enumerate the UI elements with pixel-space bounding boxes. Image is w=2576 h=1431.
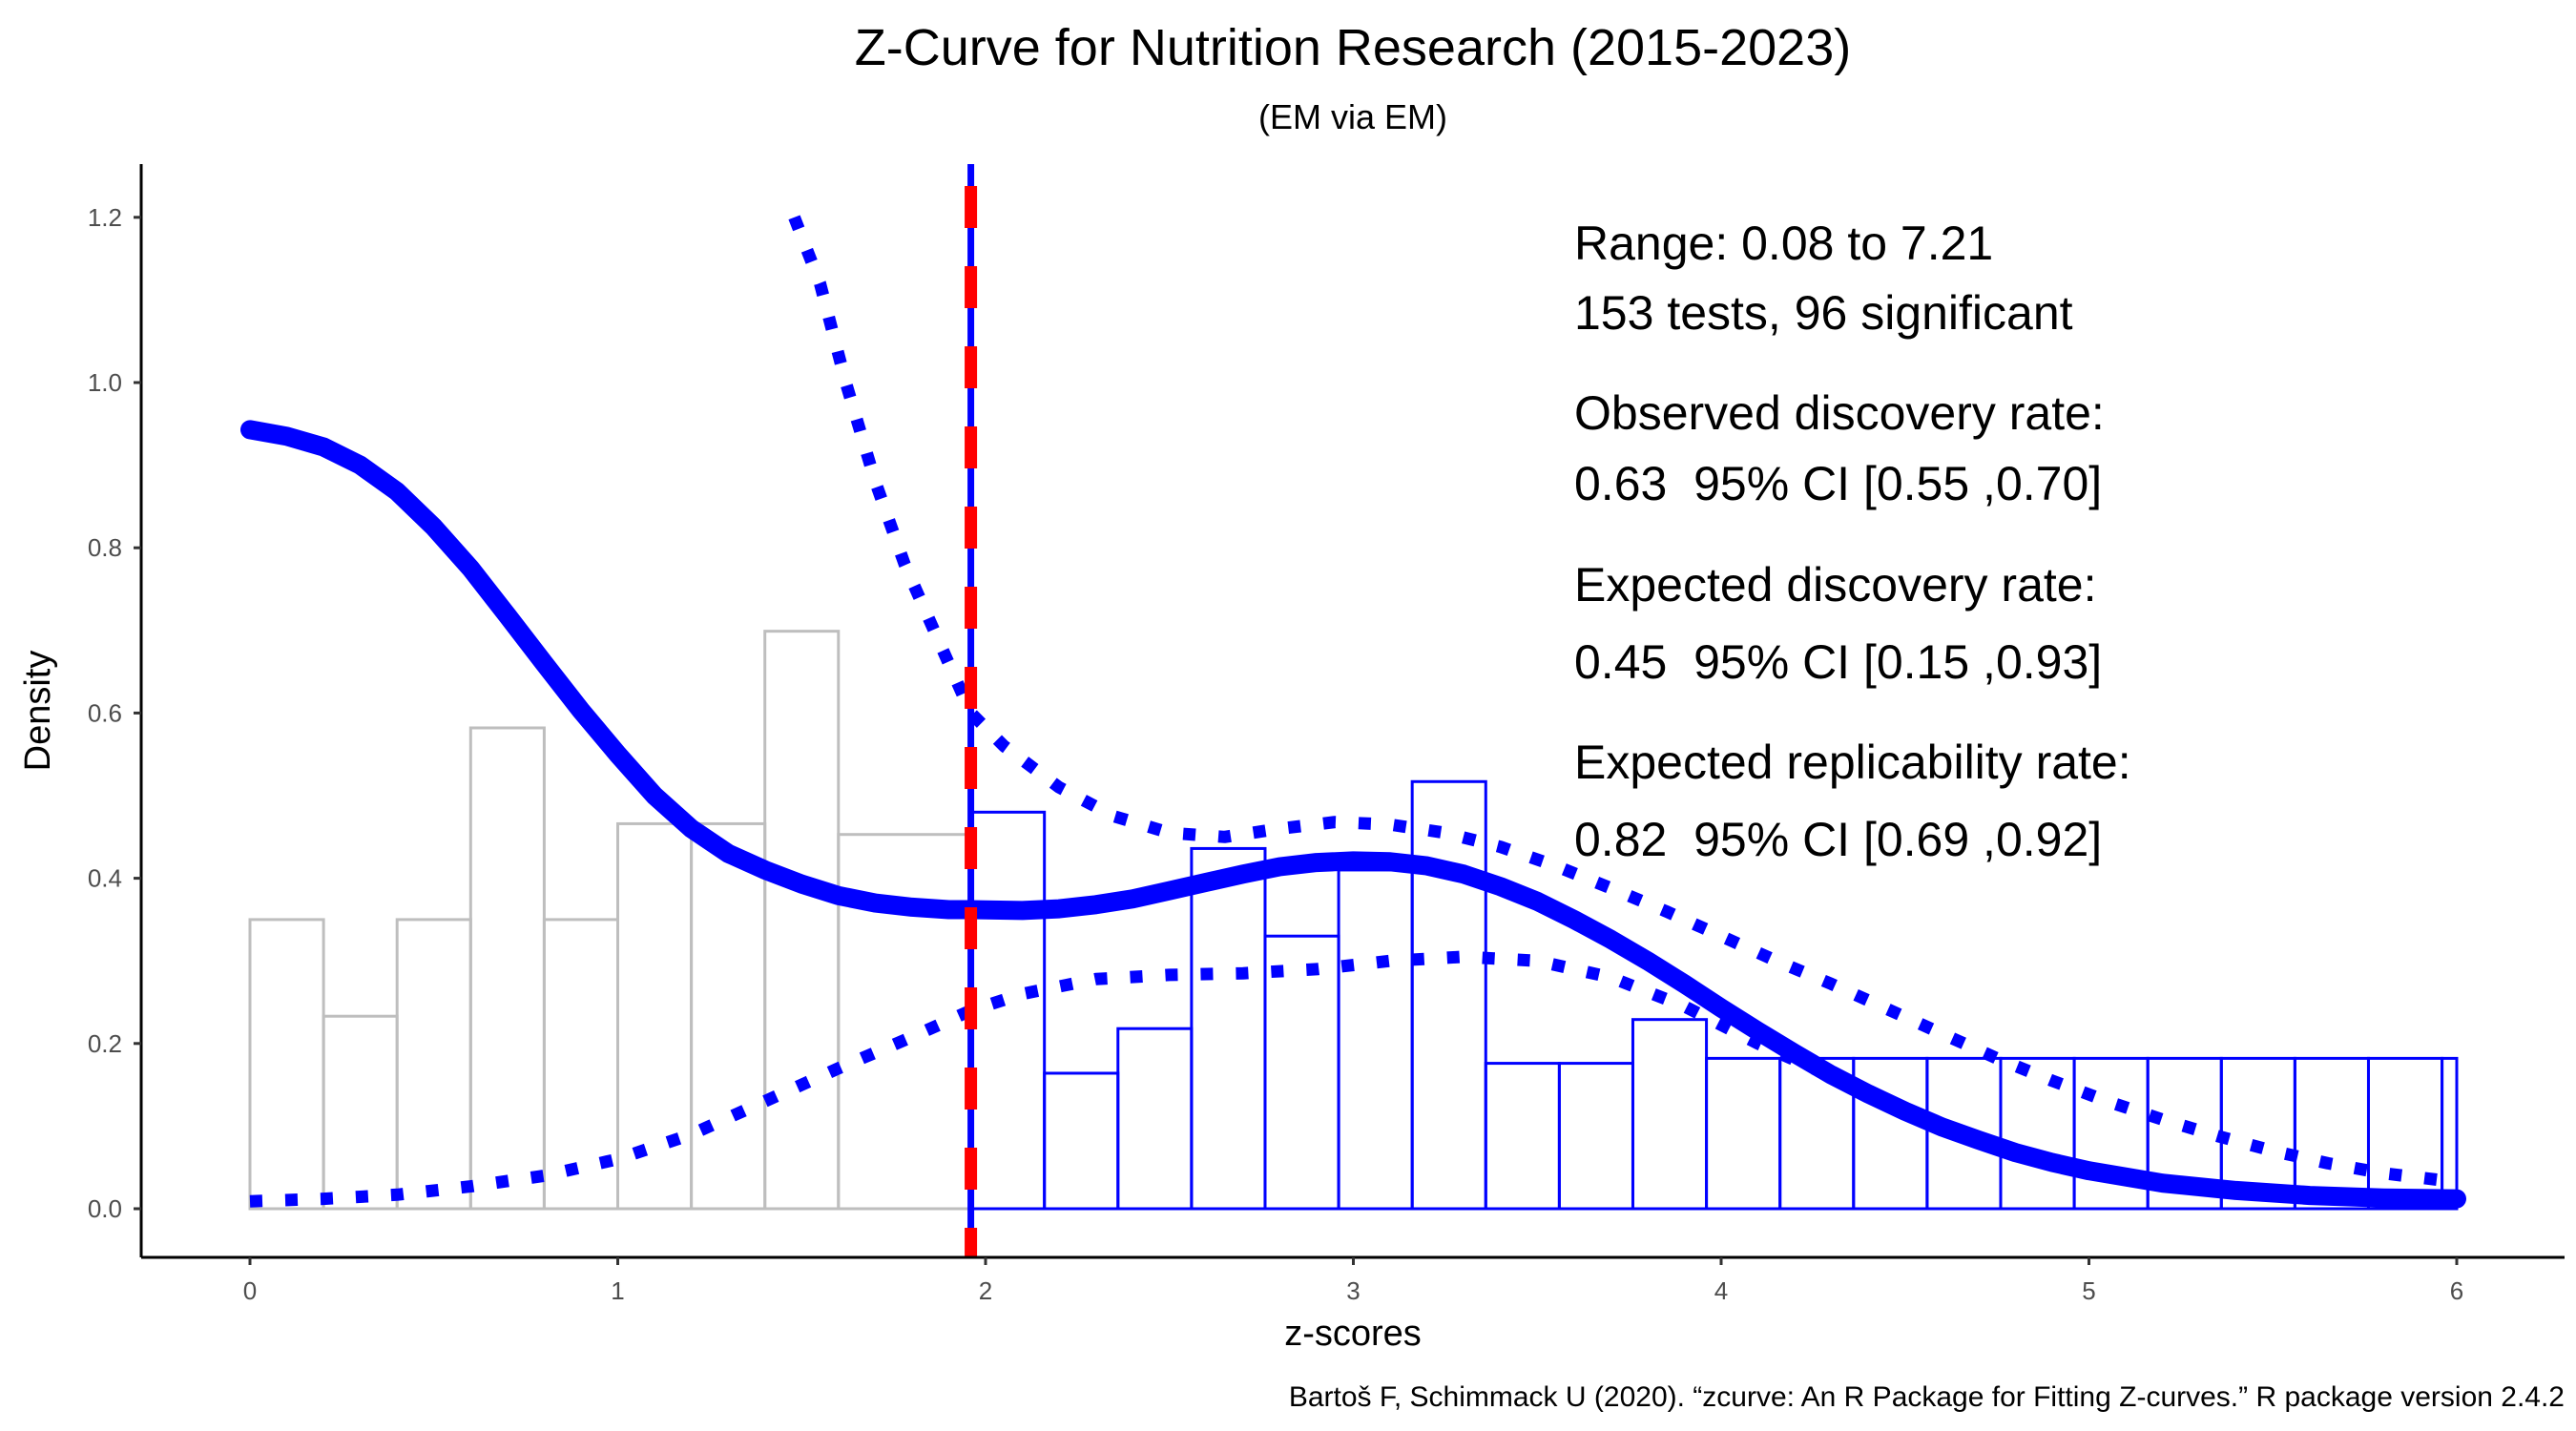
chart-caption: Bartoš F, Schimmack U (2020). “zcurve: A…: [1289, 1381, 2565, 1413]
nonsig-bar-0: [248, 918, 325, 1211]
annotation-tests: 153 tests, 96 significant: [1574, 286, 2073, 340]
sig-bar-7: [1484, 1062, 1561, 1211]
annotation-block: Range: 0.08 to 7.21 153 tests, 96 signif…: [1574, 217, 2131, 866]
density-curve-dotted-2: [249, 950, 2439, 1208]
sig-bar-10: [1705, 1056, 1782, 1211]
sig-bar-2: [1116, 1027, 1194, 1211]
y-ticks: 0.0 0.2 0.4 0.6 0.8 1.0 1.2: [88, 203, 141, 1223]
x-tick-label-4: 4: [1714, 1276, 1728, 1305]
nonsig-bar-5: [616, 821, 694, 1211]
sig-bar-14: [1999, 1056, 2076, 1211]
histogram-nonsignificant: [248, 630, 973, 1211]
chart-subtitle: (EM via EM): [1258, 97, 1447, 136]
density-curves: [240, 215, 2466, 1209]
x-tick-label-6: 6: [2450, 1276, 2463, 1305]
nonsig-bar-2: [395, 918, 472, 1211]
x-tick-label-0: 0: [243, 1276, 257, 1305]
nonsig-bar-1: [322, 1014, 399, 1211]
nonsig-bar-3: [468, 726, 546, 1211]
sig-bar-9: [1631, 1018, 1709, 1211]
x-tick-label-5: 5: [2082, 1276, 2095, 1305]
x-tick-label-2: 2: [979, 1276, 992, 1305]
sig-bar-20: [2441, 1056, 2459, 1211]
x-tick-label-3: 3: [1346, 1276, 1360, 1305]
sig-bar-8: [1557, 1062, 1634, 1211]
y-axis-label: Density: [18, 651, 58, 772]
x-tick-label-1: 1: [611, 1276, 624, 1305]
annotation-edr-value: 0.45 95% CI [0.15 ,0.93]: [1574, 635, 2102, 689]
x-ticks: 0 1 2 3 4 5 6: [243, 1257, 2463, 1305]
sig-bar-5: [1337, 868, 1414, 1211]
sig-bar-12: [1852, 1056, 1929, 1211]
y-tick-label-0: 0.0: [88, 1194, 122, 1223]
chart-title: Z-Curve for Nutrition Research (2015-202…: [855, 19, 1851, 76]
nonsig-bar-6: [690, 821, 767, 1211]
y-tick-label-5: 1.0: [88, 368, 122, 397]
annotation-range: Range: 0.08 to 7.21: [1574, 217, 1993, 270]
sig-bar-0: [969, 810, 1047, 1211]
sig-bar-19: [2366, 1056, 2444, 1211]
y-tick-label-1: 0.2: [88, 1029, 122, 1058]
nonsig-bar-7: [763, 630, 841, 1211]
sig-bar-6: [1410, 779, 1487, 1211]
sig-bar-3: [1190, 846, 1267, 1211]
annotation-odr-label: Observed discovery rate:: [1574, 386, 2105, 440]
density-curve-fitted: [240, 420, 2466, 1209]
y-tick-label-6: 1.2: [88, 203, 122, 232]
annotation-err-label: Expected replicability rate:: [1574, 736, 2131, 789]
y-tick-label-2: 0.4: [88, 864, 122, 893]
annotation-edr-label: Expected discovery rate:: [1574, 558, 2097, 612]
annotation-err-value: 0.82 95% CI [0.69 ,0.92]: [1574, 813, 2102, 866]
annotation-odr-value: 0.63 95% CI [0.55 ,0.70]: [1574, 457, 2102, 510]
x-axis-label: z-scores: [1284, 1314, 1422, 1354]
sig-bar-1: [1043, 1071, 1120, 1211]
y-tick-label-4: 0.8: [88, 533, 122, 562]
y-tick-label-3: 0.6: [88, 698, 122, 727]
